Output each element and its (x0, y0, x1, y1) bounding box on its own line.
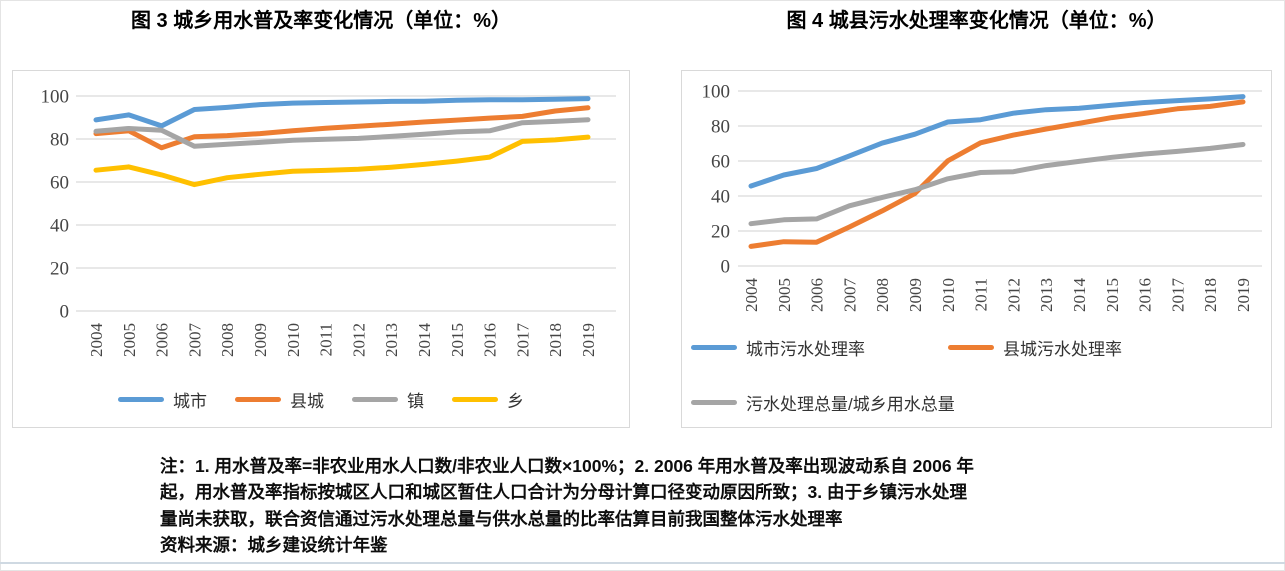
y-axis-tick-label: 40 (50, 216, 69, 237)
legend-label: 县城污水处理率 (1003, 340, 1122, 359)
y-axis-tick-label: 0 (60, 302, 70, 323)
legend-swatch (452, 397, 498, 402)
x-axis-tick-label: 2009 (251, 323, 270, 357)
x-axis-tick-label: 2015 (448, 323, 467, 357)
y-axis-tick-label: 0 (721, 257, 731, 278)
x-axis-tick-label: 2016 (1136, 278, 1155, 312)
x-axis-tick-label: 2015 (1103, 278, 1122, 312)
figure-4-line-chart: 100 80 60 40 20 0 2004 2005 2006 2007 2008 2009 2010… (681, 70, 1272, 428)
x-axis-tick-label: 2008 (873, 278, 892, 312)
y-axis-tick-label: 20 (50, 259, 69, 280)
legend-label: 污水处理总量/城乡用水总量 (746, 395, 955, 414)
y-axis-tick-label: 20 (711, 222, 730, 243)
x-axis-tick-label: 2006 (808, 278, 827, 312)
x-axis-tick-label: 2010 (939, 278, 958, 312)
figure-3-legend: 城市 县城 镇 乡 (13, 387, 629, 412)
x-axis-tick-label: 2013 (1037, 278, 1056, 312)
figure-4-plot-area: 100 80 60 40 20 0 2004 2005 2006 2007 2008 2009 2010… (702, 82, 1262, 313)
x-axis-tick-label: 2004 (87, 323, 106, 358)
x-axis-tick-label: 2012 (1004, 278, 1023, 312)
x-axis-tick-label: 2014 (1070, 278, 1089, 313)
footnote-block: 注：1. 用水普及率=非农业用水人口数/非农业人口数×100%；2. 2006 … (160, 453, 1150, 559)
x-axis-tick-label: 2016 (481, 323, 500, 357)
footnote-line: 起，用水普及率指标按城区人口和城区暂住人口合计为分母计算口径变动原因所致；3. … (160, 482, 967, 503)
series-line-污水处理总量/城乡用水总量 (748, 142, 1246, 227)
y-axis-tick-label: 80 (50, 130, 69, 151)
legend-swatch (352, 397, 398, 402)
legend-item: 县城污水处理率 (948, 335, 1122, 360)
y-axis-tick-label: 60 (711, 152, 730, 173)
legend-item: 污水处理总量/城乡用水总量 (691, 390, 955, 415)
footnote-line: 量尚未获取，联合资信通过污水处理总量与供水总量的比率估算目前我国整体污水处理率 (160, 508, 843, 529)
x-axis-tick-label: 2018 (546, 323, 565, 357)
x-axis-tick-label: 2010 (284, 323, 303, 357)
legend-swatch (691, 400, 737, 405)
legend-label: 县城 (290, 392, 324, 411)
x-axis-tick-label: 2008 (218, 323, 237, 357)
series-line-城市污水处理率 (748, 94, 1246, 189)
legend-swatch (235, 397, 281, 402)
data-source-line: 资料来源：城乡建设统计年鉴 (160, 535, 388, 556)
figure-4-title: 图 4 城县污水处理率变化情况（单位：%） (786, 10, 1167, 32)
x-axis-tick-label: 2009 (906, 278, 925, 312)
x-axis-tick-label: 2012 (349, 323, 368, 357)
y-axis-tick-label: 40 (711, 187, 730, 208)
x-axis-tick-label: 2018 (1201, 278, 1220, 312)
x-axis-tick-label: 2007 (840, 278, 859, 313)
legend-swatch (691, 345, 737, 350)
legend-label: 城市污水处理率 (746, 340, 865, 359)
figure-3-line-chart: 100 80 60 40 20 0 2004 2005 2006 2007 2008 2009 2010… (12, 70, 630, 428)
series-line-乡 (93, 134, 591, 188)
legend-item: 镇 (352, 387, 424, 412)
footnote-line: 注：1. 用水普及率=非农业用水人口数/非农业人口数×100%；2. 2006 … (160, 456, 974, 476)
y-axis-tick-label: 80 (711, 117, 730, 138)
legend-item: 县城 (235, 387, 324, 412)
x-axis-tick-label: 2019 (1234, 278, 1253, 312)
legend-item: 城市污水处理率 (691, 335, 948, 360)
figure-3-plot-area: 100 80 60 40 20 0 2004 2005 2006 2007 2008 2009 2010… (41, 87, 616, 358)
x-axis-tick-label: 2007 (185, 323, 204, 358)
x-axis-tick-label: 2011 (317, 323, 336, 356)
x-axis-tick-label: 2019 (579, 323, 598, 357)
legend-swatch (118, 397, 164, 402)
x-axis-tick-label: 2004 (742, 278, 761, 313)
legend-swatch (948, 345, 994, 350)
x-axis-tick-label: 2014 (415, 323, 434, 358)
x-axis-tick-label: 2013 (382, 323, 401, 357)
x-axis-tick-label: 2005 (775, 278, 794, 312)
y-axis-tick-label: 60 (50, 173, 69, 194)
legend-label: 镇 (407, 392, 424, 411)
series-line-县城污水处理率 (748, 99, 1246, 249)
legend-item: 乡 (452, 387, 524, 412)
legend-label: 城市 (173, 392, 207, 411)
x-axis-tick-label: 2017 (513, 323, 532, 358)
figure-4-legend: 城市污水处理率 县城污水处理率污水处理总量/城乡用水总量 (691, 335, 1122, 415)
figure-3-title: 图 3 城乡用水普及率变化情况（单位：%） (130, 10, 512, 32)
series-line-县城 (93, 105, 591, 151)
x-axis-tick-label: 2006 (153, 323, 172, 357)
x-axis-tick-label: 2017 (1168, 278, 1187, 313)
y-axis-tick-label: 100 (41, 87, 70, 108)
x-axis-tick-label: 2011 (972, 278, 991, 311)
series-line-城市 (93, 96, 591, 129)
series-line-镇 (93, 117, 591, 149)
x-axis-tick-label: 2005 (120, 323, 139, 357)
bottom-divider (0, 562, 1285, 564)
y-axis-tick-label: 100 (702, 82, 731, 103)
legend-item: 城市 (118, 387, 207, 412)
legend-label: 乡 (507, 392, 524, 411)
